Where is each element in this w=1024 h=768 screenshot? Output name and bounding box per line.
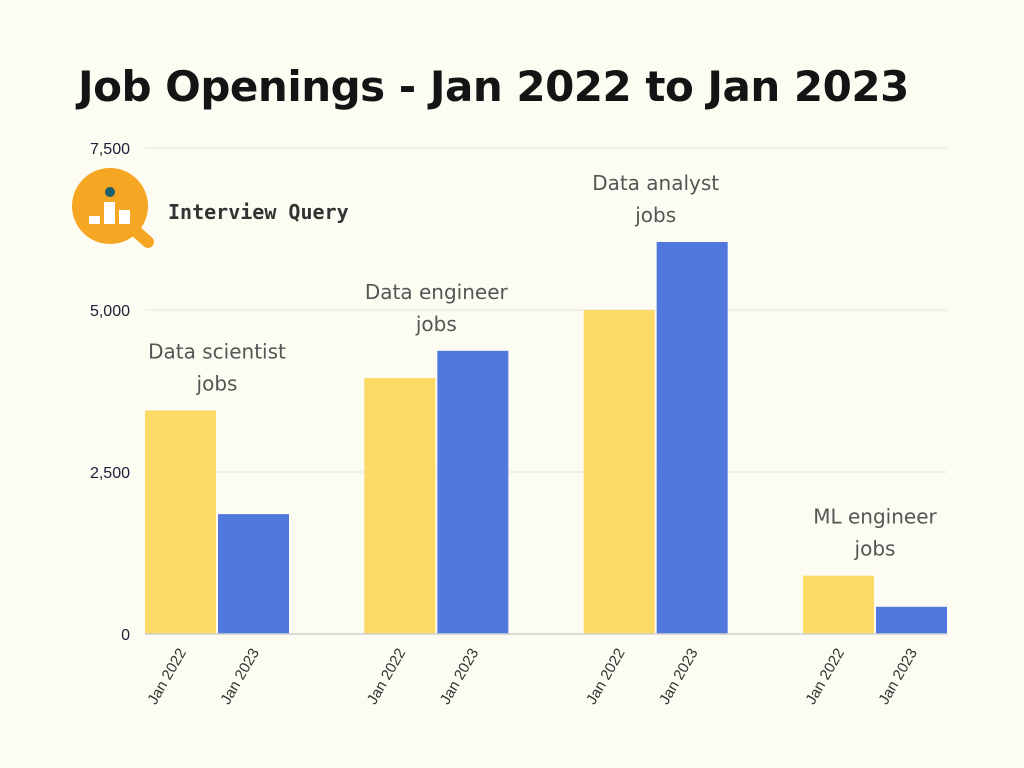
interview-query-logo: Interview Query [72,168,349,248]
x-tick-label: Jan 2022 [144,646,190,708]
group-label: ML engineer [813,505,937,529]
bar-jan-2023 [656,241,728,634]
group-label: Data analyst [592,171,719,195]
y-tick-label: 7,500 [90,141,130,158]
chart-title: Job Openings - Jan 2022 to Jan 2023 [78,62,909,111]
bars [145,241,947,634]
x-tick-label: Jan 2023 [217,646,263,708]
gridlines [145,147,947,473]
y-axis-ticks: 0 2,500 5,000 7,500 [90,141,130,644]
bar-jan-2023 [437,350,509,634]
x-tick-label: Jan 2022 [583,646,629,708]
bar-jan-2022 [145,410,216,634]
group-label: jobs [415,312,457,336]
x-axis-ticks: Jan 2022 Jan 2023 Jan 2022 Jan 2023 Jan 2022… [144,646,921,708]
bar-jan-2023 [218,514,289,634]
x-tick-label: Jan 2022 [802,646,848,708]
x-tick-label: Jan 2023 [656,646,702,708]
bar-jan-2023 [876,606,947,634]
x-tick-label: Jan 2022 [364,646,410,708]
group-label: jobs [196,371,238,395]
magnifier-bar-chart-icon [72,168,154,248]
y-tick-label: 2,500 [90,465,130,482]
group-label: Data engineer [365,280,509,304]
x-tick-label: Jan 2023 [875,646,921,708]
group-label: Data scientist [148,339,286,363]
group-label: jobs [634,203,676,227]
y-tick-label: 0 [121,627,130,644]
y-tick-label: 5,000 [90,303,130,320]
brand-name: Interview Query [168,200,349,224]
x-tick-label: Jan 2023 [437,646,483,708]
bar-jan-2022 [364,378,436,634]
bar-jan-2022 [803,575,874,634]
bar-jan-2022 [583,310,655,634]
group-labels: Data scientist jobs Data engineer jobs Data … [148,171,937,561]
group-label: jobs [854,537,896,561]
